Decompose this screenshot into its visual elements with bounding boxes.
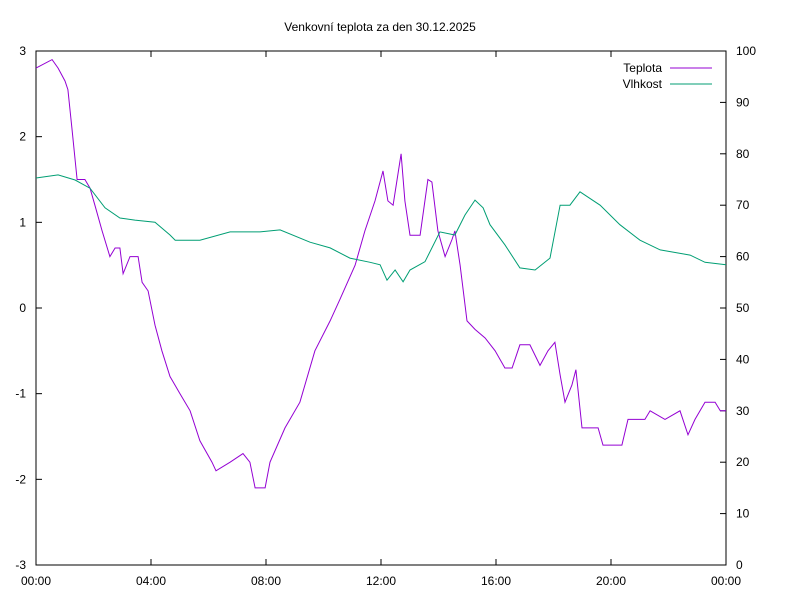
- x-tick-label: 16:00: [481, 574, 511, 588]
- y2-tick-label: 10: [736, 507, 750, 521]
- y-tick-label: -3: [15, 558, 26, 572]
- legend-label: Vlhkost: [623, 77, 663, 91]
- x-tick-label: 20:00: [596, 574, 626, 588]
- series-lines: [35, 58, 727, 489]
- y2-tick-label: 40: [736, 352, 750, 366]
- y2-tick-label: 50: [736, 301, 750, 315]
- series-line-teplota: [35, 58, 726, 489]
- series-line-vlhkost: [35, 174, 727, 283]
- y2-tick-label: 30: [736, 404, 750, 418]
- y2-tick-label: 20: [736, 455, 750, 469]
- y2-tick-label: 100: [736, 44, 756, 58]
- x-tick-label: 04:00: [136, 574, 166, 588]
- y-tick-label: 1: [19, 215, 26, 229]
- plot-border: [35, 50, 727, 566]
- y2-tick-label: 70: [736, 198, 750, 212]
- y2-tick-label: 0: [736, 558, 743, 572]
- legend-label: Teplota: [623, 61, 662, 75]
- y-tick-label: 2: [19, 130, 26, 144]
- y-tick-label: -1: [15, 387, 26, 401]
- x-tick-label: 12:00: [366, 574, 396, 588]
- x-tick-label: 08:00: [251, 574, 281, 588]
- legend: Teplota Vlhkost: [623, 61, 712, 91]
- y2-tick-label: 80: [736, 147, 750, 161]
- x-tick-label: 00:00: [711, 574, 741, 588]
- axes: 00:00 04:00 08:00 12:00 16:00 20:00 00:00 -3 -2 -…: [15, 44, 756, 588]
- x-tick-label: 00:00: [21, 574, 51, 588]
- y-tick-label: 0: [19, 301, 26, 315]
- y-tick-label: 3: [19, 44, 26, 58]
- y2-tick-label: 90: [736, 95, 750, 109]
- y-tick-label: -2: [15, 472, 26, 486]
- chart-title: Venkovní teplota za den 30.12.2025: [284, 20, 476, 34]
- y2-tick-label: 60: [736, 250, 750, 264]
